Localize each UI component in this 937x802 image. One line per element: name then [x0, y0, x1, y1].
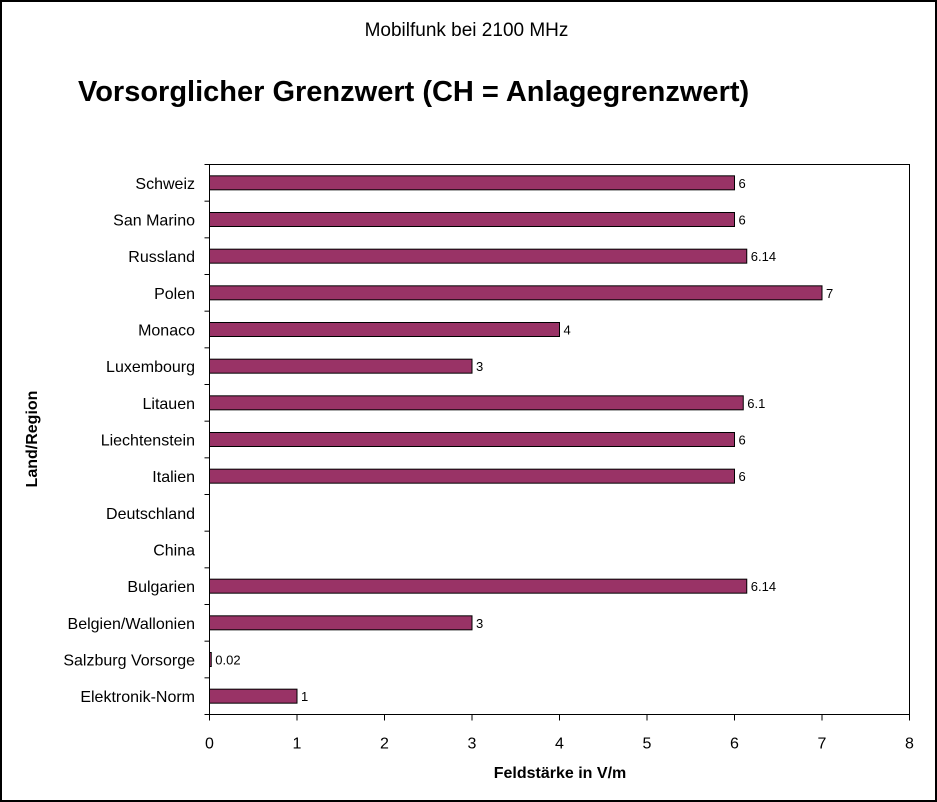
- bar: [209, 395, 744, 411]
- category-label: Bulgarien: [127, 579, 195, 596]
- bar: [209, 652, 212, 667]
- category-label: Schweiz: [135, 176, 195, 193]
- bar: [209, 578, 748, 594]
- category-label: Liechtenstein: [101, 433, 195, 450]
- chart-title: Vorsorglicher Grenzwert (CH = Anlagegren…: [78, 76, 750, 108]
- bar: [209, 358, 473, 374]
- data-label: 6: [739, 469, 746, 484]
- x-tick-label: 3: [468, 736, 477, 753]
- data-label: 6: [739, 213, 746, 228]
- data-label: 3: [476, 616, 483, 631]
- category-label: Elektronik-Norm: [80, 689, 195, 706]
- data-label: 6.14: [751, 579, 776, 594]
- category-label: Polen: [154, 286, 195, 303]
- category-label: Belgien/Wallonien: [68, 616, 195, 633]
- bar: [209, 688, 298, 704]
- x-axis-title: Feldstärke in V/m: [494, 765, 627, 782]
- data-label: 6: [739, 433, 746, 448]
- category-label: China: [153, 543, 195, 560]
- chart-subtitle: Mobilfunk bei 2100 MHz: [364, 20, 569, 41]
- category-label: Monaco: [138, 323, 195, 340]
- y-axis-title: Land/Region: [24, 391, 41, 488]
- category-label: Salzburg Vorsorge: [63, 653, 195, 670]
- category-label: Luxembourg: [106, 359, 195, 376]
- data-label: 3: [476, 359, 483, 374]
- category-label: Deutschland: [106, 506, 195, 523]
- x-tick-label: 7: [818, 736, 827, 753]
- category-label: Italien: [152, 469, 195, 486]
- bar: [209, 432, 735, 447]
- x-tick-label: 2: [380, 736, 389, 753]
- bar: [209, 175, 735, 191]
- data-label: 0.02: [215, 653, 240, 668]
- x-tick-label: 6: [730, 736, 739, 753]
- bar: [209, 468, 735, 484]
- data-label: 6.1: [747, 396, 765, 411]
- bar: [209, 212, 735, 227]
- data-label: 6.14: [751, 249, 776, 264]
- x-tick-label: 8: [905, 736, 914, 753]
- bar: [209, 322, 560, 337]
- data-label: 7: [826, 286, 833, 301]
- data-label: 6: [739, 176, 746, 191]
- category-label: Litauen: [143, 396, 196, 413]
- bar: [209, 615, 473, 631]
- x-tick-label: 0: [205, 736, 214, 753]
- x-tick-label: 4: [555, 736, 564, 753]
- data-label: 1: [301, 689, 308, 704]
- category-label: San Marino: [113, 213, 195, 230]
- bar: [209, 248, 748, 264]
- x-tick-label: 1: [293, 736, 302, 753]
- x-tick-label: 5: [643, 736, 652, 753]
- data-label: 4: [564, 323, 571, 338]
- category-label: Russland: [128, 249, 195, 266]
- bar: [209, 285, 823, 301]
